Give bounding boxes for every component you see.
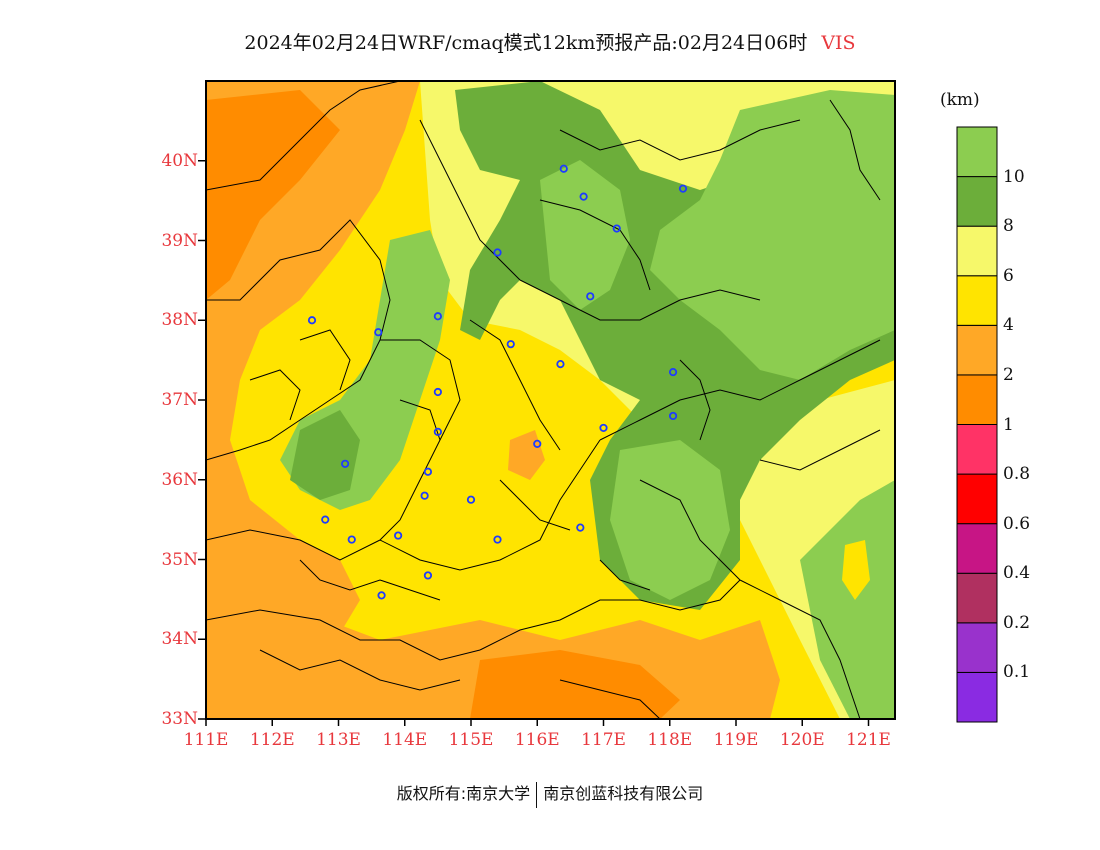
station-marker [394, 531, 403, 540]
colorbar-label: 10 [1003, 166, 1025, 187]
colorbar-segment [956, 126, 998, 178]
orange-spot-center [508, 430, 545, 480]
colorbar-label: 0.1 [1003, 662, 1031, 683]
footer-copyright: 版权所有:南京大学 [396, 784, 531, 803]
station-marker [559, 164, 568, 173]
lat-tick-label: 36N [161, 469, 198, 490]
station-marker [341, 459, 350, 468]
colorbar-segment [956, 622, 998, 673]
yellow-spot-se [842, 540, 870, 600]
lon-tick-label: 111E [183, 730, 229, 750]
lon-tick-label: 116E [514, 730, 560, 750]
lat-tick-label: 38N [161, 310, 198, 331]
station-marker [556, 360, 565, 369]
station-marker [678, 184, 688, 193]
lon-tick-label: 117E [581, 730, 626, 750]
station-marker [423, 571, 433, 580]
lon-tick-label: 120E [779, 730, 825, 750]
station-marker [579, 192, 588, 201]
light-green-region-mid [540, 160, 630, 310]
lat-tick-label: 40N [161, 150, 198, 171]
colorbar-label: 2 [1003, 364, 1014, 385]
station-marker [377, 591, 386, 600]
map-field [206, 81, 895, 719]
footer: 版权所有:南京大学 南京创蓝科技有限公司 [0, 780, 1100, 808]
station-marker [433, 427, 442, 436]
colorbar-label: 6 [1003, 265, 1014, 286]
colorbar [956, 126, 998, 723]
station-marker [668, 367, 678, 377]
station-marker [374, 328, 383, 337]
footer-separator [536, 781, 538, 808]
lon-tick-label: 115E [448, 730, 494, 750]
station-marker [586, 292, 595, 301]
colorbar-label: 0.6 [1003, 513, 1031, 534]
colorbar-label: 0.2 [1003, 612, 1031, 633]
station-marker [420, 491, 429, 500]
map-title: 2024年02月24日WRF/cmaq模式12km预报产品:02月24日06时 V… [0, 28, 1100, 55]
station-marker [433, 387, 442, 397]
colorbar-segment [956, 671, 998, 723]
colorbar-segment [956, 523, 998, 574]
colorbar-label: 8 [1003, 216, 1014, 237]
station-marker [599, 423, 608, 433]
colorbar-segment [956, 324, 998, 376]
title-variable: VIS [821, 32, 856, 54]
colorbar-segment [956, 572, 998, 624]
station-marker [347, 535, 356, 544]
lat-tick-label: 35N [161, 549, 198, 570]
colorbar-segment [956, 374, 998, 425]
dark-orange-region-nw [206, 90, 340, 300]
colorbar-label: 4 [1003, 315, 1014, 336]
station-marker [506, 340, 515, 349]
colorbar-segment [956, 176, 998, 227]
light-green-region-ne [650, 90, 895, 380]
station-marker [533, 439, 542, 448]
lon-tick-label: 114E [382, 730, 428, 750]
station-marker [466, 495, 476, 504]
station-marker [423, 467, 433, 476]
orange-region-west [206, 81, 420, 719]
lon-tick-label: 119E [713, 730, 759, 750]
station-marker [493, 248, 502, 257]
axis-ticks [198, 160, 870, 726]
station-marker [433, 312, 442, 321]
station-marker [668, 411, 678, 421]
dark-orange-region-south [470, 650, 680, 719]
colorbar-label: 1 [1003, 414, 1014, 435]
dark-green-region-west [290, 410, 360, 500]
station-marker [307, 316, 317, 325]
colorbar-unit: (km) [940, 90, 980, 110]
lon-tick-label: 112E [249, 730, 295, 750]
lat-tick-label: 34N [161, 629, 198, 650]
colorbar-label: 0.4 [1003, 563, 1031, 584]
colorbar-segment [956, 225, 998, 277]
station-marker [321, 515, 330, 524]
lat-tick-label: 39N [161, 230, 198, 251]
title-main: 2024年02月24日WRF/cmaq模式12km预报产品:02月24日06时 [244, 32, 808, 54]
station-marker [493, 535, 502, 544]
lat-tick-label: 33N [161, 709, 198, 729]
light-green-region-se [800, 480, 895, 719]
station-marker [612, 224, 621, 233]
province-boundaries [206, 81, 881, 719]
colorbar-segment [956, 424, 998, 475]
colorbar-segment [956, 275, 998, 326]
lon-tick-label: 121E [846, 730, 891, 750]
lat-tick-label: 37N [161, 390, 198, 410]
lon-tick-label: 113E [316, 730, 361, 750]
station-marker [576, 523, 585, 532]
colorbar-segment [956, 473, 998, 525]
colorbar-label: 0.8 [1003, 464, 1031, 485]
station-markers [307, 164, 688, 600]
lon-tick-label: 118E [647, 730, 693, 750]
footer-company: 南京创蓝科技有限公司 [543, 784, 704, 803]
